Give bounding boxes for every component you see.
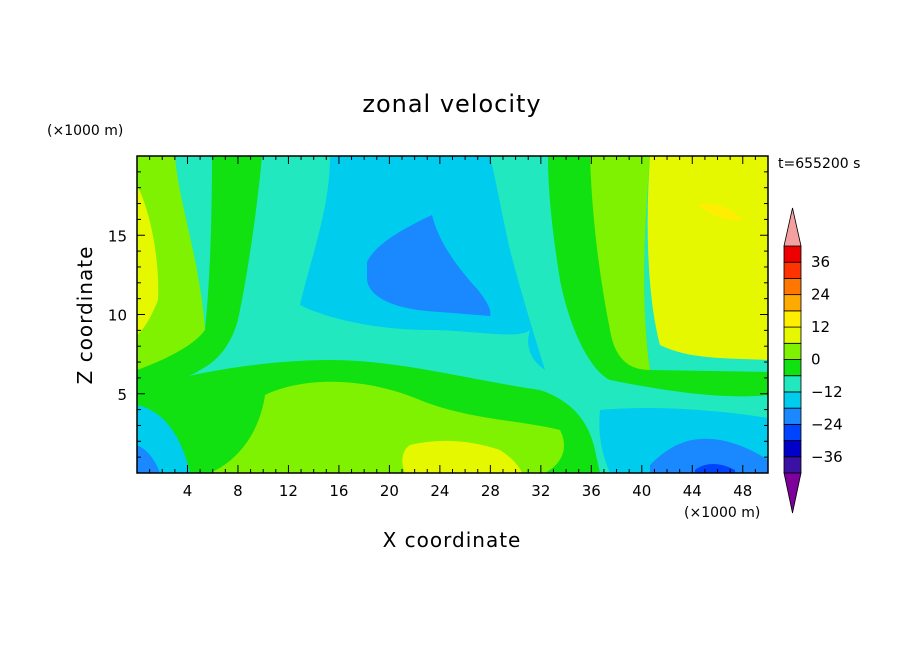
colorbar-segment xyxy=(783,375,802,393)
colorbar-segment xyxy=(783,245,802,263)
y-tick-label: 5 xyxy=(117,386,127,404)
y-tick-label: 15 xyxy=(108,227,127,245)
colorbar-segment xyxy=(783,407,802,425)
colorbar-segment xyxy=(783,456,802,474)
colorbar-label: 36 xyxy=(811,253,830,271)
field-lowerleft-blue xyxy=(137,445,160,473)
x-unit-label: (×1000 m) xyxy=(684,505,760,521)
x-tick-label: 36 xyxy=(582,482,601,500)
y-ticks: 5 10 15 xyxy=(108,171,768,458)
field-lower-yellow xyxy=(402,440,522,473)
field-left-yellow xyxy=(137,185,159,335)
colorbar: 36 24 12 0 −12 −24 −36 xyxy=(783,207,843,514)
colorbar-top-extension xyxy=(783,207,802,247)
colorbar-label: −24 xyxy=(811,415,843,433)
colorbar-segment xyxy=(783,294,802,312)
colorbar-label: 24 xyxy=(811,286,830,304)
chart-title: zonal velocity xyxy=(362,90,541,118)
colorbar-label: 0 xyxy=(811,351,821,369)
y-tick-label: 10 xyxy=(108,307,127,325)
colorbar-label: 12 xyxy=(811,318,830,336)
colorbar-segment xyxy=(783,440,802,458)
x-ticks: 4 8 12 16 20 24 28 32 36 40 44 48 xyxy=(149,156,756,500)
x-tick-label: 12 xyxy=(279,482,298,500)
x-tick-label: 40 xyxy=(632,482,651,500)
field-green-band xyxy=(137,156,262,390)
colorbar-segment xyxy=(783,310,802,328)
time-label: t=655200 s xyxy=(778,156,860,172)
x-tick-label: 48 xyxy=(733,482,752,500)
field-right-yellow xyxy=(647,156,768,360)
colorbar-segment xyxy=(783,261,802,279)
y-axis-label: Z coordinate xyxy=(73,246,97,385)
colorbar-label: −12 xyxy=(811,383,843,401)
x-tick-label: 28 xyxy=(481,482,500,500)
x-tick-label: 32 xyxy=(531,482,550,500)
contour-field xyxy=(137,156,768,473)
colorbar-segment xyxy=(783,391,802,409)
y-unit-label: (×1000 m) xyxy=(47,123,123,139)
x-tick-label: 4 xyxy=(183,482,193,500)
colorbar-segment xyxy=(783,342,802,360)
colorbar-segment xyxy=(783,278,802,296)
x-tick-label: 20 xyxy=(380,482,399,500)
x-axis-label: X coordinate xyxy=(383,528,522,552)
colorbar-bottom-extension xyxy=(783,472,802,514)
x-tick-label: 8 xyxy=(233,482,243,500)
field-left-lightgreen xyxy=(137,156,205,370)
colorbar-segment xyxy=(783,423,802,441)
field-lowerright-blue xyxy=(650,438,768,473)
x-tick-label: 16 xyxy=(329,482,348,500)
colorbar-segment xyxy=(783,359,802,377)
field-right-lightgreen xyxy=(590,156,650,370)
colorbar-segment xyxy=(783,326,802,344)
field-orange-streak xyxy=(698,203,742,221)
field-blue-core xyxy=(367,215,491,316)
x-tick-label: 24 xyxy=(430,482,449,500)
colorbar-label: −36 xyxy=(811,448,843,466)
x-tick-label: 44 xyxy=(683,482,702,500)
